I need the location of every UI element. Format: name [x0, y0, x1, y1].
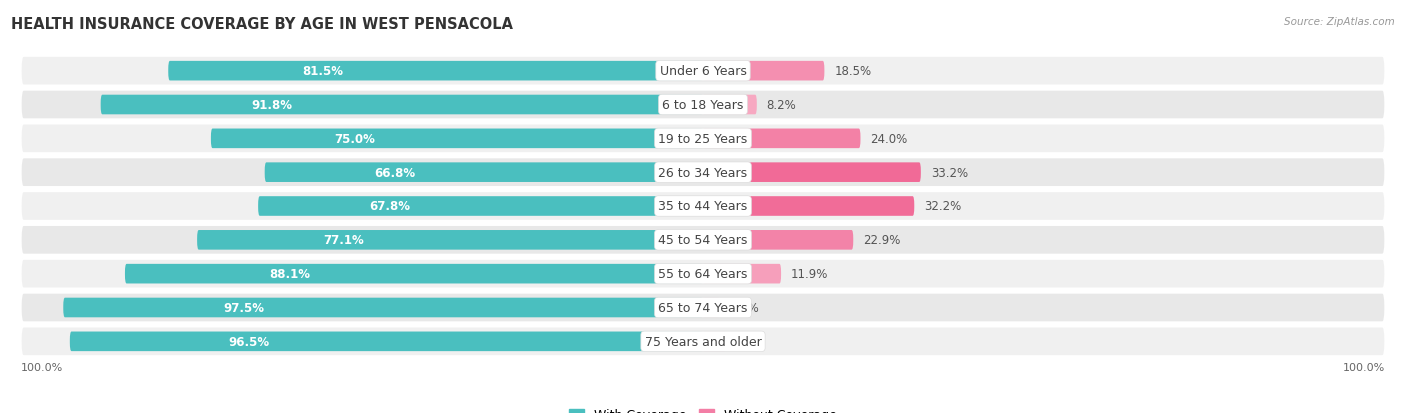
FancyBboxPatch shape: [703, 230, 853, 250]
FancyBboxPatch shape: [703, 163, 921, 183]
FancyBboxPatch shape: [21, 327, 1385, 356]
Text: 96.5%: 96.5%: [228, 335, 269, 348]
FancyBboxPatch shape: [21, 192, 1385, 221]
Legend: With Coverage, Without Coverage: With Coverage, Without Coverage: [564, 404, 842, 413]
Text: 26 to 34 Years: 26 to 34 Years: [658, 166, 748, 179]
Text: 22.9%: 22.9%: [863, 234, 900, 247]
Text: 19 to 25 Years: 19 to 25 Years: [658, 133, 748, 145]
Text: 67.8%: 67.8%: [370, 200, 411, 213]
Text: 6 to 18 Years: 6 to 18 Years: [662, 99, 744, 112]
FancyBboxPatch shape: [21, 57, 1385, 86]
Text: 24.0%: 24.0%: [870, 133, 907, 145]
Text: Under 6 Years: Under 6 Years: [659, 65, 747, 78]
FancyBboxPatch shape: [264, 163, 703, 183]
FancyBboxPatch shape: [703, 62, 824, 81]
Text: 18.5%: 18.5%: [834, 65, 872, 78]
FancyBboxPatch shape: [101, 95, 703, 115]
Text: 97.5%: 97.5%: [224, 301, 264, 314]
Text: 3.5%: 3.5%: [735, 335, 765, 348]
FancyBboxPatch shape: [703, 332, 725, 351]
FancyBboxPatch shape: [21, 225, 1385, 255]
Text: 32.2%: 32.2%: [924, 200, 962, 213]
Text: 100.0%: 100.0%: [1343, 363, 1385, 373]
FancyBboxPatch shape: [703, 197, 914, 216]
FancyBboxPatch shape: [21, 124, 1385, 154]
FancyBboxPatch shape: [21, 90, 1385, 120]
Text: Source: ZipAtlas.com: Source: ZipAtlas.com: [1284, 17, 1395, 26]
FancyBboxPatch shape: [211, 129, 703, 149]
FancyBboxPatch shape: [21, 293, 1385, 323]
FancyBboxPatch shape: [703, 95, 756, 115]
FancyBboxPatch shape: [703, 298, 720, 318]
FancyBboxPatch shape: [259, 197, 703, 216]
Text: 88.1%: 88.1%: [270, 268, 311, 280]
Text: 65 to 74 Years: 65 to 74 Years: [658, 301, 748, 314]
Text: HEALTH INSURANCE COVERAGE BY AGE IN WEST PENSACOLA: HEALTH INSURANCE COVERAGE BY AGE IN WEST…: [11, 17, 513, 31]
Text: 2.5%: 2.5%: [730, 301, 759, 314]
Text: 75 Years and older: 75 Years and older: [644, 335, 762, 348]
FancyBboxPatch shape: [197, 230, 703, 250]
FancyBboxPatch shape: [703, 129, 860, 149]
Text: 33.2%: 33.2%: [931, 166, 967, 179]
Text: 77.1%: 77.1%: [323, 234, 364, 247]
FancyBboxPatch shape: [703, 264, 782, 284]
Text: 55 to 64 Years: 55 to 64 Years: [658, 268, 748, 280]
FancyBboxPatch shape: [169, 62, 703, 81]
Text: 100.0%: 100.0%: [21, 363, 63, 373]
Text: 91.8%: 91.8%: [252, 99, 292, 112]
FancyBboxPatch shape: [63, 298, 703, 318]
Text: 8.2%: 8.2%: [766, 99, 796, 112]
Text: 45 to 54 Years: 45 to 54 Years: [658, 234, 748, 247]
FancyBboxPatch shape: [125, 264, 703, 284]
Text: 81.5%: 81.5%: [302, 65, 343, 78]
FancyBboxPatch shape: [21, 259, 1385, 289]
Text: 35 to 44 Years: 35 to 44 Years: [658, 200, 748, 213]
Text: 11.9%: 11.9%: [792, 268, 828, 280]
Text: 66.8%: 66.8%: [374, 166, 415, 179]
FancyBboxPatch shape: [21, 158, 1385, 188]
Text: 75.0%: 75.0%: [335, 133, 375, 145]
FancyBboxPatch shape: [70, 332, 703, 351]
